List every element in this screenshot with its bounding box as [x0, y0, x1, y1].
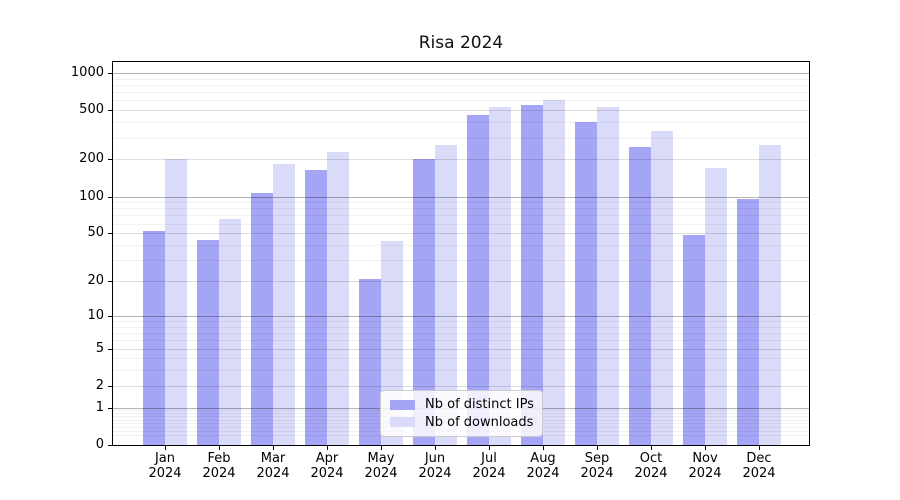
legend-label-distinct-ips: Nb of distinct IPs: [425, 397, 534, 413]
y-tick-label: 100: [79, 189, 104, 204]
y-axis-tick: [108, 281, 112, 282]
y-axis-tick: [108, 445, 112, 446]
gridline: [113, 85, 809, 86]
x-axis-tick: [327, 446, 328, 450]
x-tick-label: Jan 2024: [148, 451, 182, 481]
x-tick-label: Aug 2024: [526, 451, 560, 481]
x-tick-label: Dec 2024: [742, 451, 776, 481]
x-axis-tick: [759, 446, 760, 450]
x-axis-tick: [381, 446, 382, 450]
y-tick-label: 1: [95, 400, 104, 415]
bar-downloads-jun: [435, 145, 457, 445]
x-axis-tick: [597, 446, 598, 450]
y-axis-tick: [108, 233, 112, 234]
x-tick-label: Feb 2024: [202, 451, 236, 481]
legend: Nb of distinct IPs Nb of downloads: [380, 390, 543, 437]
y-tick-label: 200: [79, 151, 104, 166]
bar-ips-apr: [305, 169, 327, 445]
x-tick-label: Sep 2024: [580, 451, 614, 481]
gridline: [113, 79, 809, 80]
legend-swatch-downloads: [390, 417, 415, 428]
bar-downloads-feb: [219, 218, 241, 445]
y-tick-label: 20: [87, 273, 104, 288]
gridline: [113, 159, 809, 160]
y-axis-tick: [108, 73, 112, 74]
legend-label-downloads: Nb of downloads: [425, 414, 534, 430]
x-axis-tick: [489, 446, 490, 450]
gridline: [113, 100, 809, 101]
bar-downloads-oct: [651, 130, 673, 445]
bar-ips-aug: [521, 105, 543, 445]
y-tick-label: 10: [87, 308, 104, 323]
gridline: [113, 73, 809, 74]
bar-ips-oct: [629, 147, 651, 445]
y-axis-tick: [108, 386, 112, 387]
bar-ips-dec: [737, 198, 759, 445]
y-axis-tick: [108, 316, 112, 317]
x-tick-label: May 2024: [364, 451, 398, 481]
x-tick-label: Jun 2024: [418, 451, 452, 481]
bar-downloads-mar: [273, 163, 295, 445]
x-axis-tick: [219, 446, 220, 450]
x-tick-label: Mar 2024: [256, 451, 290, 481]
x-axis-tick: [435, 446, 436, 450]
y-axis-tick: [108, 197, 112, 198]
y-tick-label: 1000: [70, 65, 104, 80]
bar-ips-nov: [683, 235, 705, 445]
y-tick-label: 0: [95, 437, 104, 452]
x-axis-tick: [273, 446, 274, 450]
bar-downloads-jan: [165, 159, 187, 445]
bar-ips-jul: [467, 114, 489, 445]
bar-ips-feb: [197, 240, 219, 445]
legend-item-downloads: Nb of downloads: [390, 414, 534, 432]
x-axis-tick: [651, 446, 652, 450]
legend-swatch-distinct-ips: [390, 399, 415, 410]
x-tick-label: Oct 2024: [634, 451, 668, 481]
x-tick-label: Jul 2024: [472, 451, 506, 481]
x-axis-tick: [543, 446, 544, 450]
gridline: [113, 122, 809, 123]
y-tick-label: 2: [95, 378, 104, 393]
bar-ips-may: [359, 278, 381, 445]
chart-title: Risa 2024: [418, 33, 504, 53]
bar-downloads-apr: [327, 151, 349, 445]
x-axis-tick: [705, 446, 706, 450]
gridline: [113, 110, 809, 111]
legend-item-distinct-ips: Nb of distinct IPs: [390, 396, 534, 414]
y-axis-tick: [108, 110, 112, 111]
bar-ips-mar: [251, 193, 273, 445]
bar-ips-jun: [413, 159, 435, 445]
bar-ips-jan: [143, 231, 165, 445]
bar-downloads-dec: [759, 145, 781, 445]
gridline: [113, 92, 809, 93]
y-tick-label: 50: [87, 225, 104, 240]
bar-downloads-jul: [489, 106, 511, 445]
x-axis-tick: [165, 446, 166, 450]
gridline: [113, 138, 809, 139]
y-tick-label: 5: [95, 341, 104, 356]
y-axis-tick: [108, 349, 112, 350]
bar-downloads-aug: [543, 99, 565, 445]
bar-ips-sep: [575, 122, 597, 445]
bar-downloads-sep: [597, 106, 619, 445]
x-tick-label: Apr 2024: [310, 451, 344, 481]
y-axis-tick: [108, 408, 112, 409]
x-tick-label: Nov 2024: [688, 451, 722, 481]
y-tick-label: 500: [79, 102, 104, 117]
bar-downloads-nov: [705, 168, 727, 445]
y-axis-tick: [108, 159, 112, 160]
